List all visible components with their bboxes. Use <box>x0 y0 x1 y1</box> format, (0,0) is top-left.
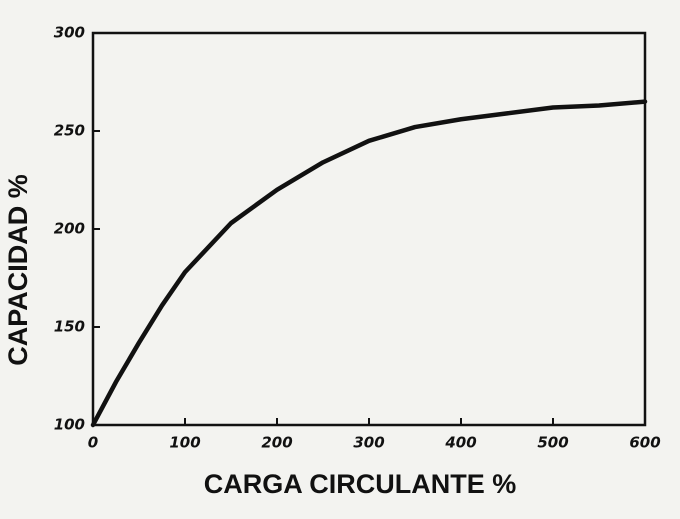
y-tick-label: 100 <box>54 416 85 434</box>
x-tick-label: 400 <box>444 434 476 452</box>
x-axis-title: CARGA CIRCULANTE % <box>204 469 517 499</box>
y-tick-label: 200 <box>54 220 85 238</box>
line <box>90 99 648 428</box>
x-tick-label: 0 <box>88 434 98 452</box>
y-tick-label: 150 <box>54 318 85 336</box>
y-axis-title: CAPACIDAD % <box>3 174 33 366</box>
x-tick-label: 100 <box>169 434 200 452</box>
x-tick-label: 600 <box>629 434 660 452</box>
y-tick-label: 250 <box>54 122 85 140</box>
x-tick-label: 200 <box>261 434 292 452</box>
x-tick-label: 300 <box>353 434 384 452</box>
y-tick-label: 300 <box>54 24 85 42</box>
x-tick-label: 500 <box>537 434 568 452</box>
